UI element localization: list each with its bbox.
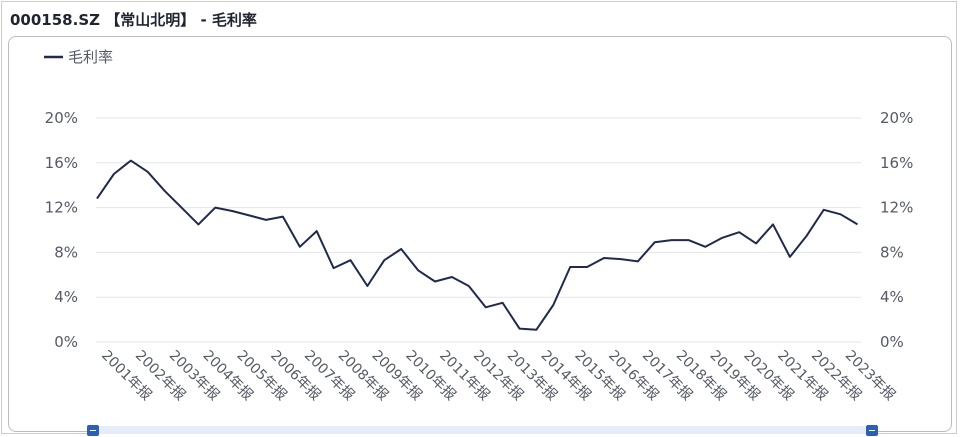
series-line-gross-margin: [96, 159, 859, 331]
chart-card: [8, 36, 952, 432]
y-tick-right: 0%: [880, 333, 904, 351]
y-axis-left: 0% 4% 8% 12% 16% 20%: [45, 109, 78, 351]
range-scrollbar[interactable]: [88, 426, 878, 434]
y-tick-left: 12%: [45, 199, 78, 217]
y-tick-left: 16%: [45, 154, 78, 172]
x-axis: 2001年报2002年报2003年报2004年报2005年报2006年报2007…: [98, 348, 898, 404]
legend: 毛利率: [44, 48, 113, 66]
range-handle-left[interactable]: [87, 425, 99, 436]
y-tick-left: 8%: [54, 243, 78, 261]
y-tick-right: 12%: [880, 199, 913, 217]
page-title: 000158.SZ 【常山北明】 - 毛利率: [10, 11, 257, 29]
y-tick-left: 0%: [54, 333, 78, 351]
y-tick-right: 4%: [880, 288, 904, 306]
y-tick-right: 8%: [880, 243, 904, 261]
y-axis-right: 0% 4% 8% 12% 16% 20%: [880, 109, 913, 351]
legend-label: 毛利率: [68, 48, 113, 66]
y-tick-left: 20%: [45, 109, 78, 127]
grid-lines: [96, 117, 861, 343]
y-tick-left: 4%: [54, 288, 78, 306]
range-handle-right[interactable]: [866, 425, 878, 436]
y-tick-right: 16%: [880, 154, 913, 172]
y-tick-right: 20%: [880, 109, 913, 127]
